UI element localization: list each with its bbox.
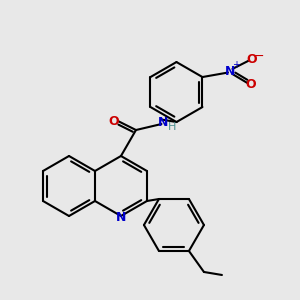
Text: O: O [247, 52, 257, 65]
Text: H: H [168, 122, 176, 132]
Text: N: N [116, 211, 126, 224]
Text: N: N [225, 64, 236, 77]
Text: −: − [254, 50, 265, 62]
Text: O: O [108, 115, 119, 128]
Text: O: O [246, 78, 256, 91]
Text: +: + [232, 60, 240, 70]
Text: N: N [158, 116, 168, 129]
